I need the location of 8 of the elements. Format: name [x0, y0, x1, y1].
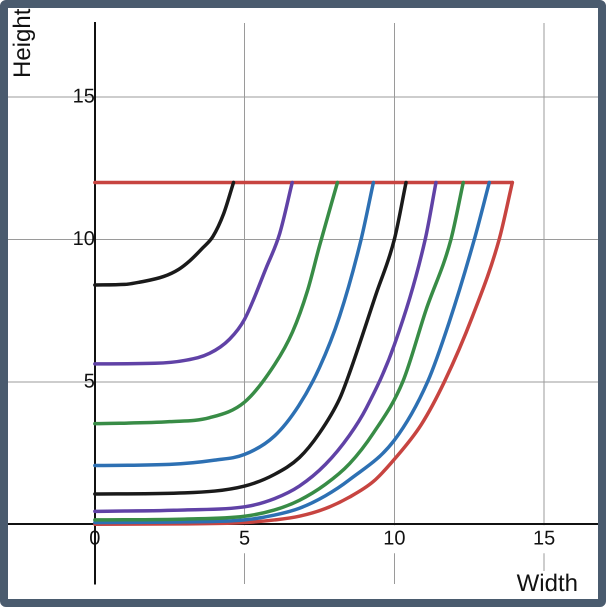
y-tick-label: 10 — [72, 228, 95, 250]
x-tick-label: 15 — [532, 528, 556, 550]
y-tick-label: 15 — [72, 86, 95, 108]
y-tick-label: 5 — [84, 370, 95, 392]
x-tick-label: 5 — [239, 528, 250, 550]
x-axis-title: Width — [516, 570, 578, 597]
x-tick-label: 10 — [383, 528, 406, 550]
y-axis-title: Height — [9, 8, 36, 78]
